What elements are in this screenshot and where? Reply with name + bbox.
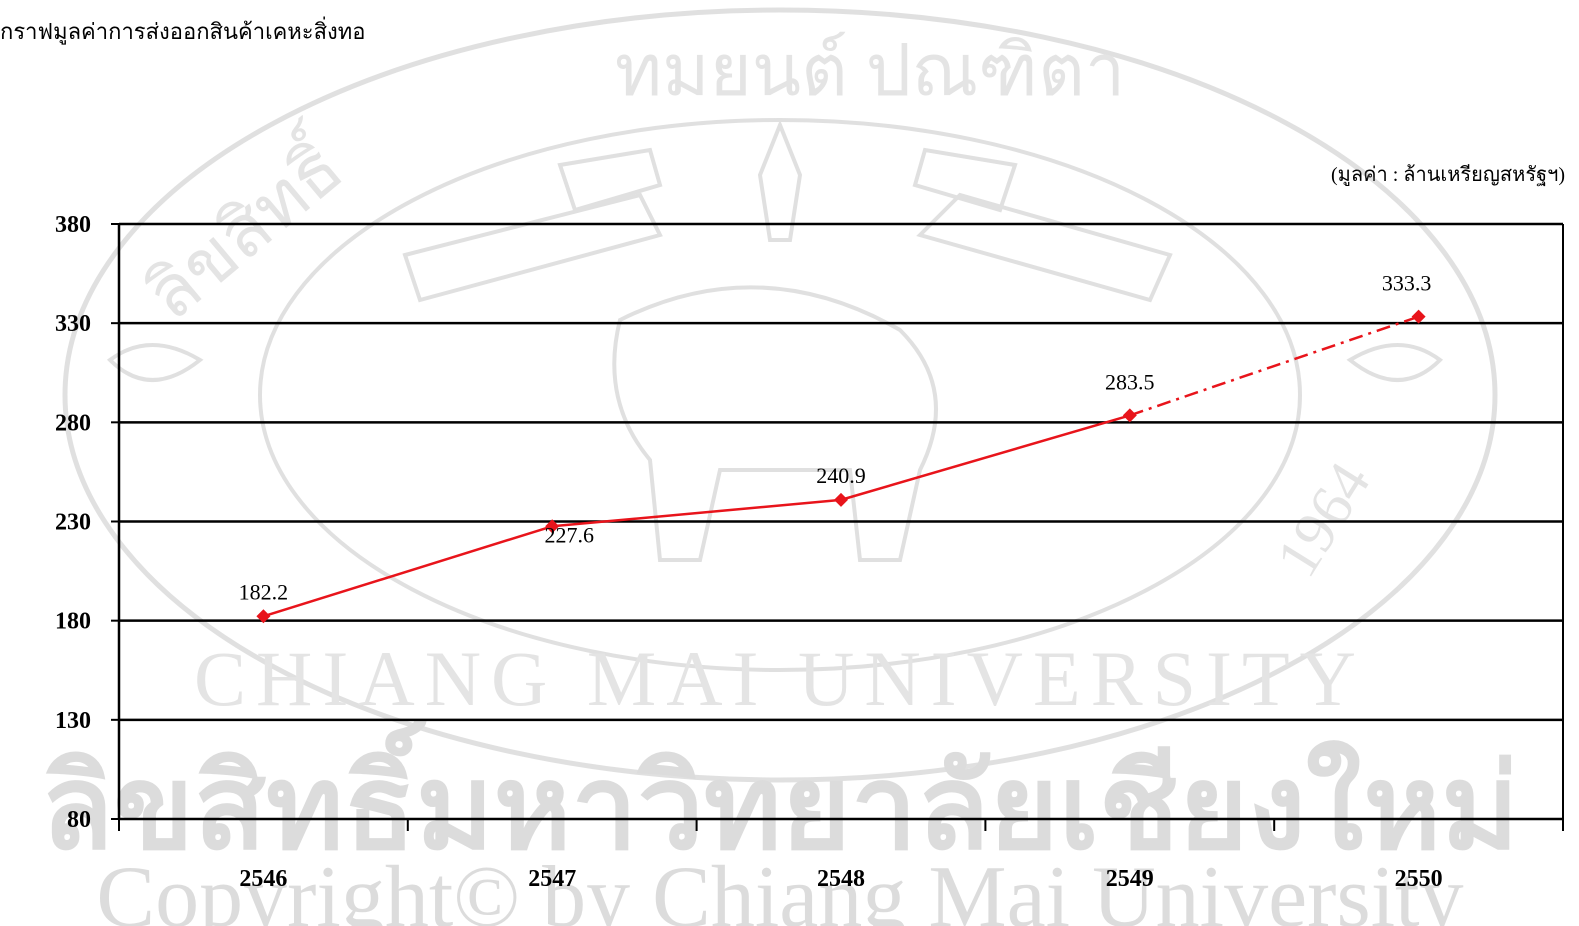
line-segment	[263, 525, 553, 618]
watermark-copyright-band: Copyright© by Chiang Mai University	[96, 849, 1463, 926]
data-label: 283.5	[1105, 369, 1155, 394]
data-label: 227.6	[544, 522, 594, 547]
y-tick-label: 380	[55, 212, 91, 238]
x-tick-label: 2550	[1395, 866, 1443, 892]
y-tick-labels: 80 130 180 230 280 330 380	[55, 212, 91, 833]
data-label: 182.2	[239, 579, 289, 604]
gridlines	[119, 222, 1563, 722]
data-point	[834, 492, 848, 507]
series-line	[263, 315, 1420, 618]
axes	[111, 223, 1564, 831]
projected-segment	[1129, 315, 1420, 417]
seal-text-bottom: CHIANG MAI UNIVERSITY	[194, 635, 1366, 722]
seal-text-top: ทมยนต์ ปณฑิตา	[615, 31, 1126, 111]
y-tick-label: 230	[55, 510, 91, 536]
x-tick-label: 2547	[528, 866, 576, 892]
x-tick-label: 2548	[817, 866, 865, 892]
data-labels: 182.2 227.6 240.9 283.5 333.3	[239, 271, 1432, 605]
watermark: ทมยนต์ ปณฑิตา CHIANG MAI UNIVERSITY 1964…	[41, 7, 1519, 926]
y-tick-label: 180	[55, 609, 91, 635]
x-tick-label: 2549	[1106, 866, 1154, 892]
x-tick-labels: 2546 2547 2548 2549 2550	[239, 866, 1442, 892]
watermark-thai-band: ลิขสิทธิ์มหาวิทยาลัยเชียงใหม่	[41, 721, 1519, 874]
chart-title: กราฟมูลค่าการส่งออกสินค้าเคหะสิ่งทอ	[0, 19, 366, 44]
y-tick-label: 80	[67, 807, 91, 833]
data-label: 240.9	[816, 463, 866, 488]
y-tick-label: 130	[55, 708, 91, 734]
data-point	[256, 609, 271, 624]
data-point	[545, 519, 560, 534]
data-point	[1411, 309, 1426, 324]
line-segment	[840, 414, 1131, 502]
y-tick-label: 330	[55, 311, 91, 337]
y-tick-label: 280	[55, 410, 91, 436]
line-segment	[552, 498, 842, 528]
data-point	[1122, 408, 1137, 423]
data-label: 333.3	[1382, 271, 1432, 296]
x-tick-label: 2546	[239, 866, 287, 892]
unit-note: (มูลค่า : ล้านเหรียญสหรัฐฯ)	[1330, 164, 1565, 186]
data-points	[256, 309, 1426, 624]
